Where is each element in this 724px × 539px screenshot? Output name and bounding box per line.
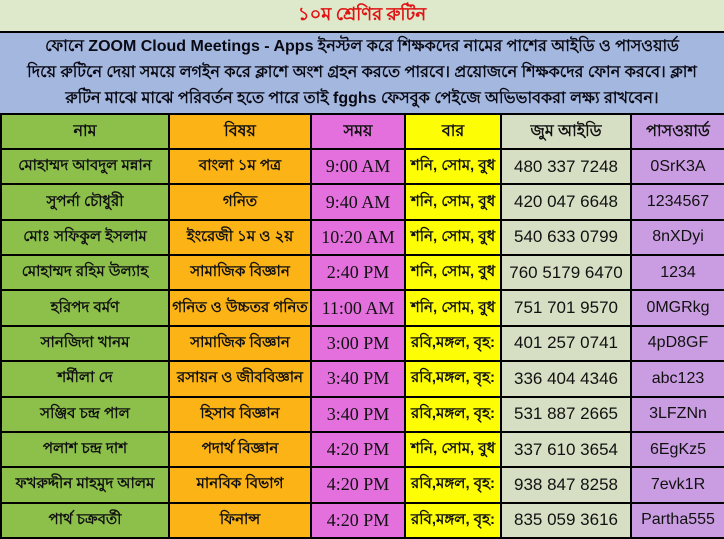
- cell-zoom-id: 420 047 6648: [500, 183, 632, 221]
- cell-time: 3:00 PM: [310, 324, 406, 363]
- page-title: ১০ম শ্রেণির রুটিন: [297, 4, 427, 24]
- cell-day: শনি, সোম, বুধ: [404, 183, 502, 221]
- cell-zoom-id: 401 257 0741: [500, 324, 632, 363]
- table-row: মোঃ সফিকুল ইসলাম ইংরেজী ১ম ও ২য় 10:20 AM শ…: [0, 218, 724, 257]
- column-header-zoom-id: জুম আইডি: [500, 113, 632, 150]
- routine-table: নাম বিষয় সময় বার জুম আইডি পাসওয়ার্ড মোহাম্…: [0, 113, 724, 539]
- cell-name: হরিপদ বর্মণ: [0, 289, 170, 327]
- cell-zoom-id: 480 337 7248: [500, 147, 632, 186]
- cell-name: মোহাম্মদ রহিম উল্যাহ: [0, 254, 170, 292]
- cell-time: 3:40 PM: [310, 360, 406, 398]
- notice-line: ফোনে ZOOM Cloud Meetings - Apps ইনস্টল ক…: [45, 38, 679, 55]
- table-row: সানজিদা খানম সামাজিক বিজ্ঞান 3:00 PM রবি,মঙ…: [0, 324, 724, 363]
- cell-subject: সামাজিক বিজ্ঞান: [168, 254, 312, 292]
- cell-name: মোহাম্মদ আবদুল মন্নান: [0, 147, 170, 186]
- notice-line: দিয়ে রুটিনে দেয়া সময়ে লগইন করে ক্লাশে…: [27, 64, 697, 81]
- column-header-name: নাম: [0, 113, 170, 150]
- cell-time: 11:00 AM: [310, 289, 406, 327]
- cell-password: 8nXDyi: [630, 218, 724, 257]
- cell-day: শনি, সোম, বুধ: [404, 430, 502, 469]
- cell-day: শনি, সোম, বুধ: [404, 289, 502, 327]
- cell-zoom-id: 337 610 3654: [500, 430, 632, 469]
- cell-time: 9:00 AM: [310, 147, 406, 186]
- cell-day: রবি,মঙ্গল, বৃহ:: [404, 360, 502, 398]
- table-row: মোহাম্মদ আবদুল মন্নান বাংলা ১ম পত্র 9:00 A…: [0, 147, 724, 186]
- cell-day: শনি, সোম, বুধ: [404, 218, 502, 257]
- notice-banner: ফোনে ZOOM Cloud Meetings - Apps ইনস্টল ক…: [0, 31, 724, 113]
- cell-password: Partha555: [630, 501, 724, 539]
- cell-time: 9:40 AM: [310, 183, 406, 221]
- cell-zoom-id: 540 633 0799: [500, 218, 632, 257]
- cell-subject: পদার্থ বিজ্ঞান: [168, 430, 312, 469]
- cell-zoom-id: 751 701 9570: [500, 289, 632, 327]
- table-row: হরিপদ বর্মণ গনিত ও উচ্চতর গনিত 11:00 AM শনি…: [0, 289, 724, 327]
- table-row: শর্মীলা দে রসায়ন ও জীববিজ্ঞান 3:40 PM রবি,…: [0, 360, 724, 398]
- cell-subject: ইংরেজী ১ম ও ২য়: [168, 218, 312, 257]
- cell-password: 1234: [630, 254, 724, 292]
- cell-password: 4pD8GF: [630, 324, 724, 363]
- cell-subject: বাংলা ১ম পত্র: [168, 147, 312, 186]
- cell-time: 3:40 PM: [310, 395, 406, 433]
- cell-name: সঞ্জিব চন্দ্র পাল: [0, 395, 170, 433]
- cell-zoom-id: 760 5179 6470: [500, 254, 632, 292]
- cell-day: শনি, সোম, বুধ: [404, 147, 502, 186]
- notice-line: রুটিন মাঝে মাঝে পরিবর্তন হতে পারে তাই fg…: [65, 90, 659, 107]
- cell-subject: হিসাব বিজ্ঞান: [168, 395, 312, 433]
- cell-name: শর্মীলা দে: [0, 360, 170, 398]
- cell-time: 4:20 PM: [310, 501, 406, 539]
- cell-day: শনি, সোম, বুধ: [404, 254, 502, 292]
- column-header-subject: বিষয়: [168, 113, 312, 150]
- table-row: মোহাম্মদ রহিম উল্যাহ সামাজিক বিজ্ঞান 2:40 …: [0, 254, 724, 292]
- cell-name: সানজিদা খানম: [0, 324, 170, 363]
- cell-subject: সামাজিক বিজ্ঞান: [168, 324, 312, 363]
- cell-time: 4:20 PM: [310, 430, 406, 469]
- cell-zoom-id: 531 887 2665: [500, 395, 632, 433]
- cell-subject: গনিত ও উচ্চতর গনিত: [168, 289, 312, 327]
- table-row: পলাশ চন্দ্র দাশ পদার্থ বিজ্ঞান 4:20 PM শনি,…: [0, 430, 724, 469]
- cell-password: 6EgKz5: [630, 430, 724, 469]
- cell-zoom-id: 336 404 4346: [500, 360, 632, 398]
- column-header-time: সময়: [310, 113, 406, 150]
- cell-day: রবি,মঙ্গল, বৃহ:: [404, 324, 502, 363]
- cell-password: 0MGRkg: [630, 289, 724, 327]
- cell-password: abc123: [630, 360, 724, 398]
- cell-subject: গনিত: [168, 183, 312, 221]
- cell-name: মোঃ সফিকুল ইসলাম: [0, 218, 170, 257]
- cell-password: 3LFZNn: [630, 395, 724, 433]
- table-row: সঞ্জিব চন্দ্র পাল হিসাব বিজ্ঞান 3:40 PM রবি…: [0, 395, 724, 433]
- title-bar: ১০ম শ্রেণির রুটিন: [0, 0, 724, 31]
- cell-subject: রসায়ন ও জীববিজ্ঞান: [168, 360, 312, 398]
- column-header-day: বার: [404, 113, 502, 150]
- table-row: পার্থ চক্রবর্তী ফিনান্স 4:20 PM রবি,মঙ্গল, …: [0, 501, 724, 539]
- cell-subject: ফিনান্স: [168, 501, 312, 539]
- cell-name: পলাশ চন্দ্র দাশ: [0, 430, 170, 469]
- table-row: ফখরুদ্দীন মাহমুদ আলম মানবিক বিভাগ 4:20 PM র…: [0, 466, 724, 504]
- cell-name: সুপর্না চৌধুরী: [0, 183, 170, 221]
- cell-name: পার্থ চক্রবর্তী: [0, 501, 170, 539]
- column-header-password: পাসওয়ার্ড: [630, 113, 724, 150]
- cell-password: 0SrK3A: [630, 147, 724, 186]
- cell-subject: মানবিক বিভাগ: [168, 466, 312, 504]
- cell-password: 1234567: [630, 183, 724, 221]
- cell-day: রবি,মঙ্গল, বৃহ:: [404, 395, 502, 433]
- cell-zoom-id: 938 847 8258: [500, 466, 632, 504]
- cell-name: ফখরুদ্দীন মাহমুদ আলম: [0, 466, 170, 504]
- cell-zoom-id: 835 059 3616: [500, 501, 632, 539]
- cell-time: 2:40 PM: [310, 254, 406, 292]
- cell-password: 7evk1R: [630, 466, 724, 504]
- cell-day: রবি,মঙ্গল, বৃহ:: [404, 466, 502, 504]
- cell-day: রবি,মঙ্গল, বৃহ:: [404, 501, 502, 539]
- table-row: সুপর্না চৌধুরী গনিত 9:40 AM শনি, সোম, বুধ 42…: [0, 183, 724, 221]
- cell-time: 10:20 AM: [310, 218, 406, 257]
- table-header-row: নাম বিষয় সময় বার জুম আইডি পাসওয়ার্ড: [0, 113, 724, 150]
- cell-time: 4:20 PM: [310, 466, 406, 504]
